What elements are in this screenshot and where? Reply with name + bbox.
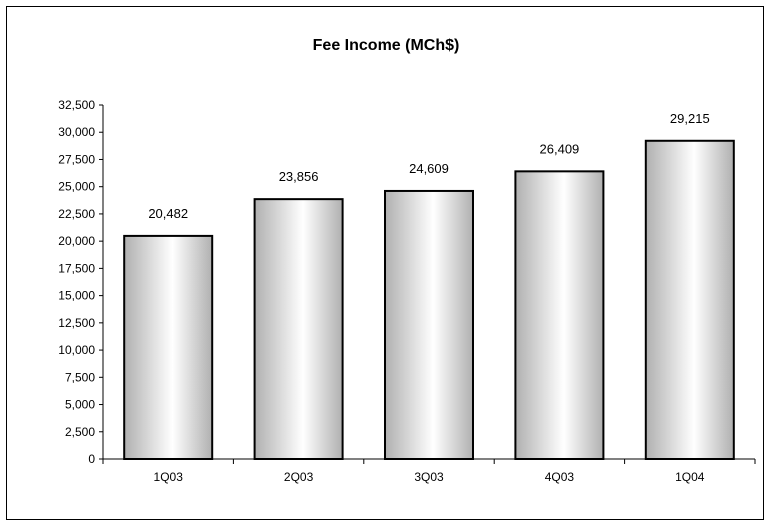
bar-1Q04 <box>644 139 735 461</box>
y-tick-label: 17,500 <box>58 261 95 275</box>
data-label: 26,409 <box>540 141 580 156</box>
y-tick-label: 12,500 <box>58 316 95 330</box>
x-tick-label: 1Q03 <box>154 470 184 484</box>
y-tick-label: 15,000 <box>58 289 95 303</box>
x-tick-label: 3Q03 <box>414 470 444 484</box>
y-tick-label: 22,500 <box>58 207 95 221</box>
x-tick-label: 2Q03 <box>284 470 314 484</box>
y-tick-label: 30,000 <box>58 125 95 139</box>
y-axis-ticks: 0 2,500 5,000 7,500 10,000 12,500 15,000 17,500… <box>58 98 103 466</box>
y-tick-label: 2,500 <box>65 425 95 439</box>
bar-1Q03 <box>123 234 214 460</box>
y-tick-label: 20,000 <box>58 234 95 248</box>
y-tick-label: 27,500 <box>58 152 95 166</box>
data-label: 23,856 <box>279 169 319 184</box>
chart-title: Fee Income (MCh$) <box>313 37 460 54</box>
data-labels: 20,482 23,856 24,609 26,409 29,215 <box>148 111 709 221</box>
bar-4Q03 <box>514 170 605 461</box>
bars <box>123 139 735 461</box>
x-tick-label: 1Q04 <box>675 470 705 484</box>
y-tick-label: 32,500 <box>58 98 95 112</box>
y-tick-label: 0 <box>88 452 95 466</box>
bar-2Q03 <box>253 198 344 460</box>
bar-3Q03 <box>384 189 474 460</box>
data-label: 20,482 <box>148 206 188 221</box>
chart-frame: Fee Income (MCh$) 0 2,500 5,000 7,500 10,000… <box>6 6 764 520</box>
y-tick-label: 5,000 <box>65 398 95 412</box>
y-tick-label: 25,000 <box>58 180 95 194</box>
chart: Fee Income (MCh$) 0 2,500 5,000 7,500 10,000… <box>58 37 756 484</box>
x-axis-ticks: 1Q03 2Q03 3Q03 4Q03 1Q04 <box>102 459 756 484</box>
y-tick-label: 7,500 <box>65 370 95 384</box>
data-label: 24,609 <box>409 161 449 176</box>
x-tick-label: 4Q03 <box>545 470 575 484</box>
y-tick-label: 10,000 <box>58 343 95 357</box>
data-label: 29,215 <box>670 111 710 126</box>
